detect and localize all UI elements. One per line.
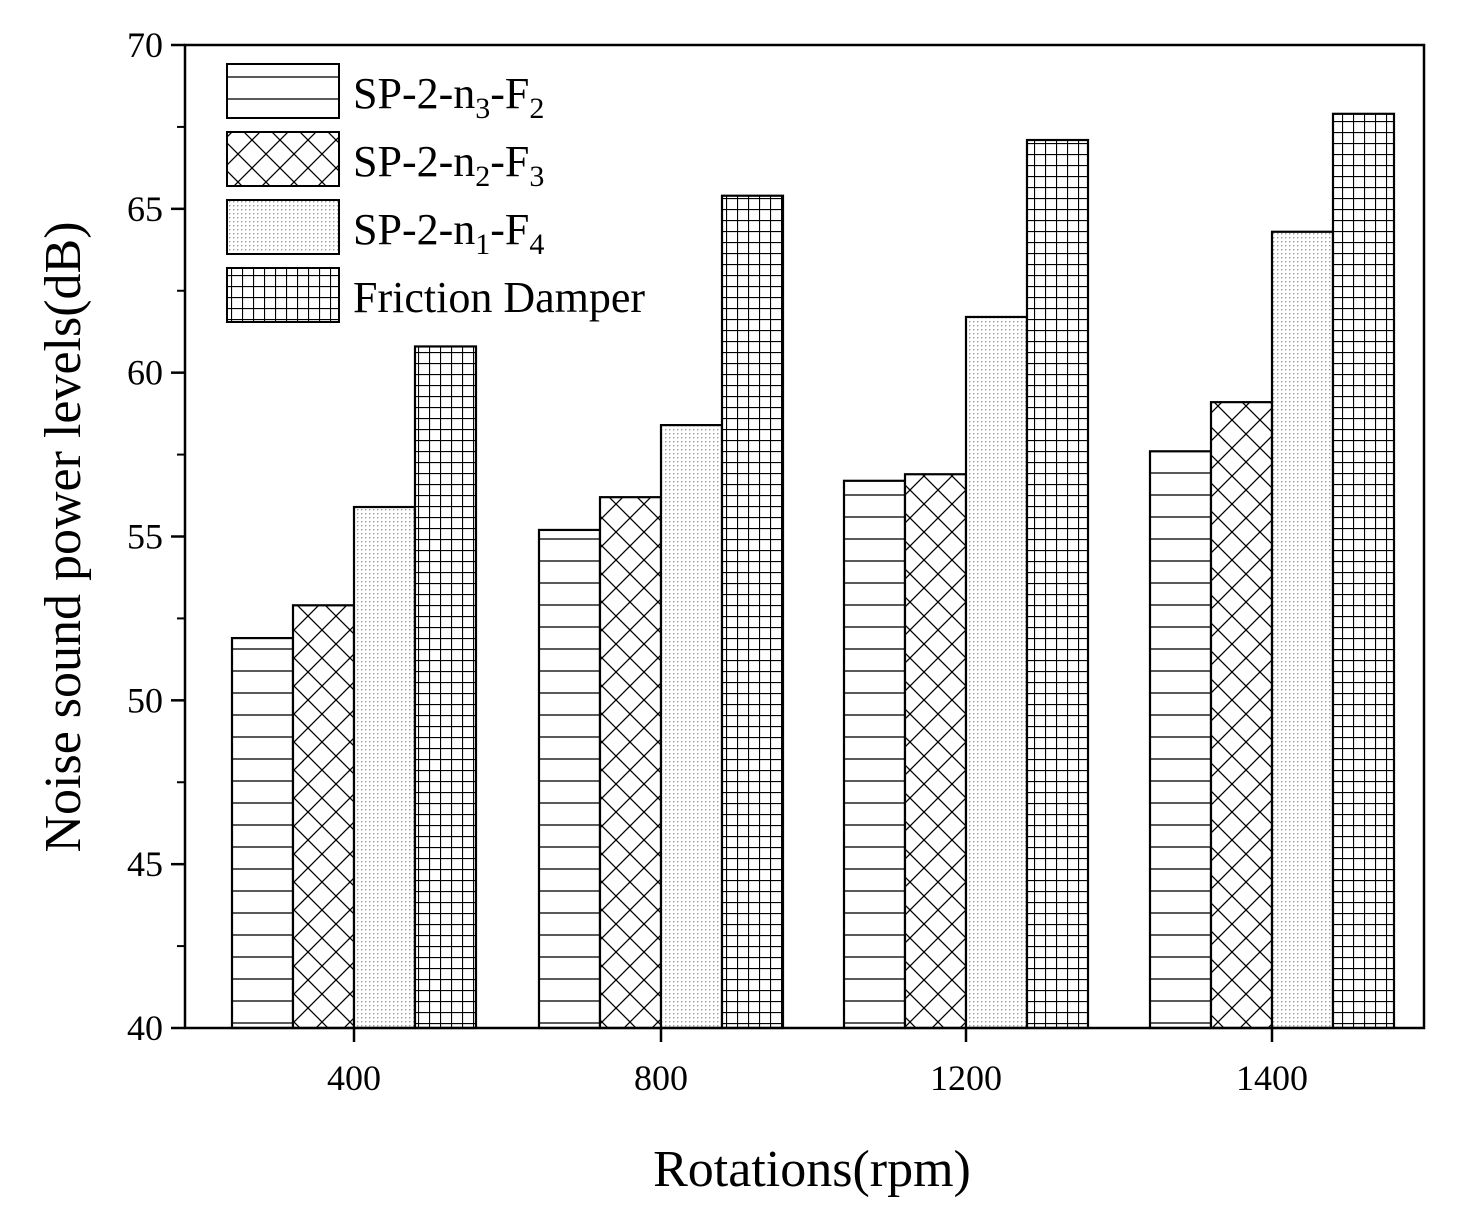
y-axis-title: Noise sound power levels(dB) [35, 221, 92, 852]
y-tick-label: 45 [127, 844, 163, 884]
legend-label: SP-2-n2-F3 [353, 137, 544, 193]
bar-dots-1400 [1270, 230, 1335, 1030]
x-tick-label: 1400 [1236, 1058, 1308, 1098]
x-tick-label: 1200 [930, 1058, 1002, 1098]
bar-hlines-1200 [842, 479, 907, 1030]
legend-swatch-hlines [226, 63, 340, 119]
bar-crosshatch-800 [598, 496, 663, 1030]
bar-grid-800 [720, 194, 785, 1030]
bar-hlines-1400 [1148, 450, 1213, 1030]
legend-swatch-dots [226, 199, 340, 255]
legend-swatch-grid [226, 267, 340, 323]
bar-dots-1200 [964, 315, 1029, 1030]
y-tick-label: 40 [127, 1008, 163, 1048]
y-tick-label: 50 [127, 680, 163, 720]
bar-crosshatch-400 [291, 604, 356, 1030]
bar-hlines-400 [230, 636, 295, 1030]
x-tick-label: 400 [327, 1058, 381, 1098]
legend-label: SP-2-n3-F2 [353, 69, 544, 125]
bar-crosshatch-1200 [903, 473, 968, 1030]
bar-hlines-800 [537, 528, 602, 1030]
bar-crosshatch-1400 [1209, 401, 1274, 1030]
y-tick-label: 60 [127, 353, 163, 393]
bar-grid-400 [413, 345, 478, 1030]
legend-label: SP-2-n1-F4 [353, 205, 544, 261]
y-tick-label: 65 [127, 189, 163, 229]
bar-grid-1200 [1025, 138, 1090, 1030]
x-axis-title: Rotations(rpm) [653, 1141, 971, 1198]
legend: SP-2-n3-F2 SP-2-n2-F3 SP-2-n1-F4 Friction D… [226, 63, 645, 323]
legend-label: Friction Damper [353, 273, 645, 322]
bars-group [230, 112, 1396, 1030]
ticks-group: 40 45 50 55 60 65 70 400 800 1200 1400 [127, 25, 1308, 1098]
bar-dots-800 [659, 423, 724, 1030]
legend-swatch-crosshatch [226, 131, 340, 187]
x-tick-label: 800 [634, 1058, 688, 1098]
bar-grid-1400 [1331, 112, 1396, 1030]
y-tick-label: 70 [127, 25, 163, 65]
bar-dots-400 [352, 505, 417, 1030]
y-tick-label: 55 [127, 517, 163, 557]
